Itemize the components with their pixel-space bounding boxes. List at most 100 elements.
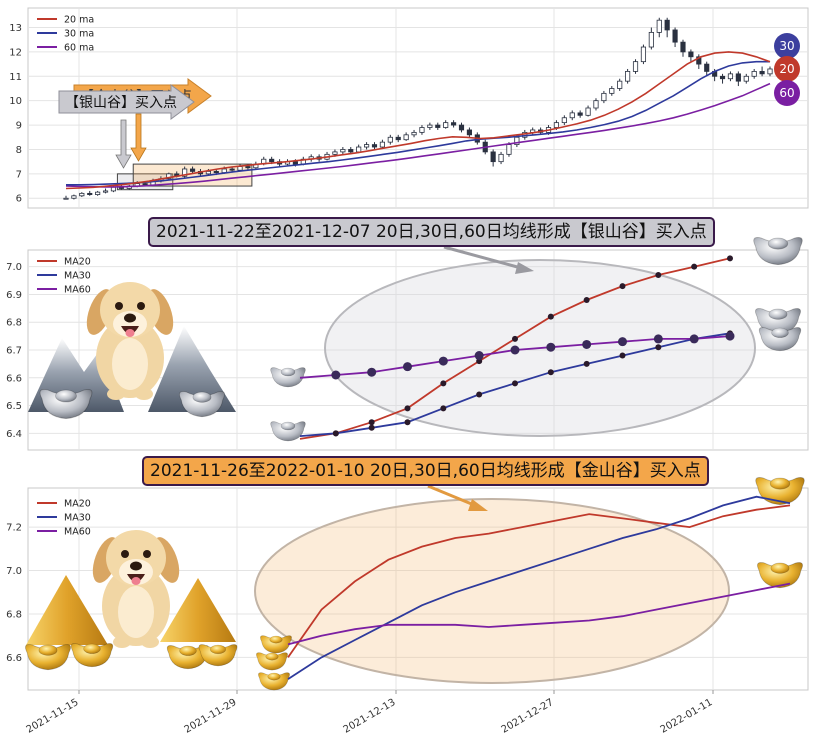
candle-body [182,168,188,177]
candle-body [553,122,560,128]
candle-body [625,71,631,82]
candle-body [727,73,734,80]
panel2-ma20-point [691,263,698,270]
candle-body [656,19,662,33]
candle-body [79,192,85,197]
panel3-ma30-line [287,495,791,680]
candle-body [561,117,567,124]
panel2-ma60-point [546,342,556,352]
panel3-ytick-1: 6.8 [6,609,22,620]
silver-mountain-right [148,326,236,412]
candle-body [403,134,409,141]
silver-valley-annotation: 2021-11-22至2021-12-07 20日,30日,60日均线形成【银山… [148,217,715,247]
panel2-ytick-0: 6.4 [6,429,22,440]
panel2-ma20-point [619,283,626,290]
panel1-ma60-line [65,82,771,188]
panel3-legend-label-1: MA30 [64,513,91,524]
silver-ingot-left [39,388,93,419]
candle-body [229,168,235,171]
panel2-ma30-point [619,352,626,359]
silver-down-arrow [115,119,132,169]
panel2-ma60-point [403,362,412,372]
candle-body [87,192,93,195]
silver-ingot-ma20-start [270,421,306,442]
gold-ingot-right-2 [198,644,238,667]
panel2-ma60-point [725,331,735,341]
candle-body [102,190,109,193]
candle-body [332,151,338,155]
candle-body [458,124,465,131]
panel2-legend-label-2: MA60 [64,285,91,296]
panel2-ma60-point [653,334,663,344]
panel3-ma60-line [287,582,791,646]
panel3-legend-label-2: MA60 [64,527,91,538]
candle-body [348,149,354,153]
panel3-ytick-0: 6.6 [6,653,22,664]
gold-ingot-right-1 [166,645,210,670]
panel2-ma60-point [474,351,484,361]
panel3-xtick-0: 2021-11-15 [25,697,81,736]
candle-body [601,92,607,102]
panel2-ytick-2: 6.6 [6,373,22,384]
candle-body [292,161,298,165]
panel3-xtick-3: 2021-12-27 [500,697,556,736]
panel3-ytick-3: 7.2 [6,523,22,534]
panel2-ma20-point [440,380,447,387]
panel2-ma60-point [618,337,627,347]
gold-ingot-ma30-start [258,672,290,691]
candle-body [71,195,77,199]
candle-body [688,51,694,58]
panel2-ytick-6: 7.0 [6,262,22,273]
candle-body [379,141,385,148]
candle-body [340,149,346,153]
panel2-ma20-point [404,405,411,412]
panel2-ytick-3: 6.7 [6,346,22,357]
silver-pointer-arrow [443,245,522,270]
candle-body [95,191,101,195]
ma20-badge: 20 [774,56,800,82]
panel2-ma30-point [440,405,447,412]
panel1-ytick-7: 13 [9,23,22,34]
gold-ingot-ma60-start [260,635,292,654]
panel2-legend-label-1: MA30 [64,271,91,282]
candle-body [411,131,417,136]
panel2-ma60-point [331,370,341,380]
panel1-legend-label-2: 60 ma [64,43,94,54]
candle-body [680,41,686,53]
candle-body [751,71,757,77]
panel2-ma20-point [512,335,518,342]
dog-illustration-gold [92,530,180,648]
candle-body [672,29,678,43]
panel2-ma30-point [332,430,339,437]
panel3-ma20-line [287,504,791,658]
panel1-ytick-0: 6 [16,194,22,205]
panel2-ma20-point [547,313,554,320]
candle-body [506,144,512,155]
candle-body [585,107,591,116]
panel1-ytick-6: 12 [9,47,22,58]
silver-ingot-ma20-end [753,237,803,266]
panel3-xtick-2: 2021-12-13 [342,697,398,736]
candle-body [577,112,583,116]
panel2-ma20-point [583,297,590,303]
panel2-ma30-point [404,419,411,426]
candle-body [371,144,378,148]
panel2-ma60-point [438,356,448,366]
panel2-ma30-point [583,360,590,367]
candle-body [205,171,211,175]
panel3-legend-label-0: MA20 [64,499,91,510]
gold-down-arrow [130,113,147,162]
panel3-ytick-2: 7.0 [6,566,22,577]
panel2-ytick-5: 6.9 [6,290,22,301]
candle-body [443,122,449,128]
candle-body [110,186,117,192]
panel1-legend-label-1: 30 ma [64,29,94,40]
candle-body [648,31,654,48]
candle-body [640,46,647,63]
candle-body [632,61,639,72]
silver-ingot-ma60-end [758,327,802,352]
candle-body [609,88,615,94]
candle-body [490,151,496,163]
gold-highlight-ellipse [254,498,730,684]
